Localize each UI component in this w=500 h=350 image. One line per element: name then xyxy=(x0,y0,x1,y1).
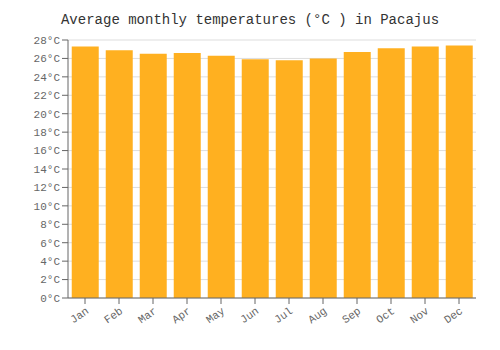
svg-text:Feb: Feb xyxy=(102,305,125,326)
svg-text:May: May xyxy=(204,305,227,326)
svg-text:4°C: 4°C xyxy=(40,256,60,268)
html-text:Average monthly temperatures (: Average monthly temperatures (°C ) in Pa… xyxy=(61,12,439,28)
svg-text:Mar: Mar xyxy=(136,305,159,326)
svg-text:10°C: 10°C xyxy=(34,201,61,213)
svg-text:Jan: Jan xyxy=(68,305,91,326)
svg-text:Aug: Aug xyxy=(306,305,329,326)
svg-text:0°C: 0°C xyxy=(40,293,60,305)
svg-text:8°C: 8°C xyxy=(40,219,60,231)
svg-text:22°C: 22°C xyxy=(34,90,61,102)
svg-text:Oct: Oct xyxy=(374,305,397,326)
svg-text:28°C: 28°C xyxy=(34,35,61,47)
svg-text:18°C: 18°C xyxy=(34,127,61,139)
svg-text:26°C: 26°C xyxy=(34,53,61,65)
svg-text:Dec: Dec xyxy=(442,305,465,326)
svg-text:Jul: Jul xyxy=(272,305,295,326)
svg-text:Apr: Apr xyxy=(170,305,193,326)
svg-text:Nov: Nov xyxy=(408,305,431,326)
svg-text:12°C: 12°C xyxy=(34,182,61,194)
svg-text:2°C: 2°C xyxy=(40,274,60,286)
svg-text:Sep: Sep xyxy=(340,305,363,326)
svg-text:6°C: 6°C xyxy=(40,238,60,250)
svg-text:14°C: 14°C xyxy=(34,164,61,176)
svg-text:20°C: 20°C xyxy=(34,109,61,121)
svg-text:24°C: 24°C xyxy=(34,72,61,84)
svg-text:Jun: Jun xyxy=(238,305,261,326)
svg-text:16°C: 16°C xyxy=(34,145,61,157)
